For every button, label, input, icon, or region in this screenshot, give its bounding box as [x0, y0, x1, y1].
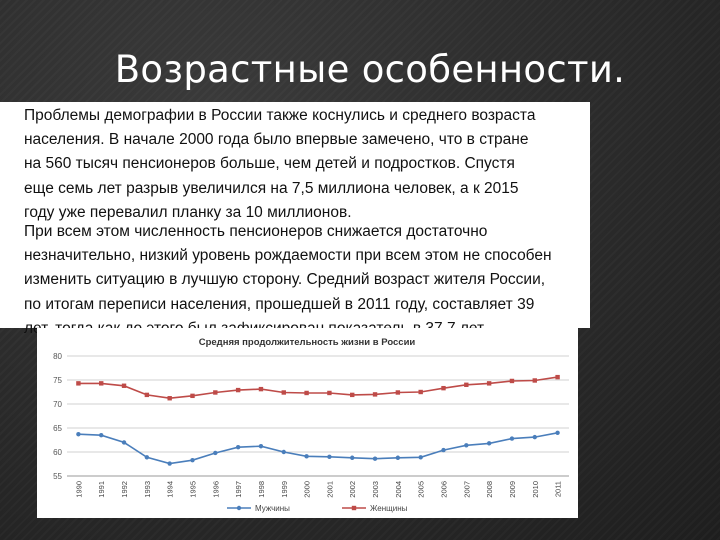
y-tick-label: 60 — [53, 448, 62, 457]
data-point — [350, 392, 355, 398]
data-point — [327, 390, 332, 396]
data-point — [304, 390, 309, 396]
chart-series — [76, 374, 560, 466]
y-tick-label: 55 — [53, 472, 62, 481]
x-tick-label: 1993 — [143, 481, 152, 498]
paragraph-2: При всем этом численность пенсионеров сн… — [24, 223, 552, 337]
data-point — [76, 432, 81, 437]
data-point — [167, 396, 172, 401]
data-point — [395, 455, 401, 460]
slide-title: Возрастные особенности. — [114, 48, 626, 91]
data-point — [235, 387, 241, 393]
data-point — [144, 392, 150, 398]
data-point — [509, 378, 515, 384]
data-point — [350, 455, 355, 460]
data-point — [99, 381, 104, 386]
chart-title: Средняя продолжительность жизни в России — [199, 337, 416, 348]
x-tick-label: 1992 — [120, 481, 129, 498]
x-tick-label: 2005 — [417, 481, 426, 498]
legend-label: Женщины — [370, 504, 408, 513]
data-point — [441, 447, 446, 453]
data-point — [144, 455, 150, 460]
y-tick-label: 70 — [53, 400, 62, 409]
data-point — [464, 443, 469, 448]
y-tick-label: 80 — [53, 352, 62, 361]
x-tick-label: 2006 — [440, 481, 449, 498]
x-tick-label: 2000 — [303, 481, 312, 498]
x-tick-label: 2011 — [554, 481, 563, 497]
data-point — [190, 457, 195, 463]
data-point — [486, 381, 492, 386]
x-tick-label: 1995 — [189, 481, 198, 498]
data-point — [121, 383, 127, 388]
data-point — [418, 389, 423, 395]
data-point — [167, 461, 172, 466]
x-tick-label: 2002 — [348, 481, 357, 498]
data-point — [99, 433, 104, 438]
data-point — [509, 436, 515, 441]
data-point — [76, 381, 81, 386]
legend-marker — [351, 505, 357, 511]
data-point — [486, 441, 492, 446]
data-point — [395, 390, 401, 395]
x-tick-label: 1997 — [234, 481, 243, 498]
series-line — [78, 376, 558, 400]
legend-label: Мужчины — [255, 504, 290, 513]
data-point — [372, 456, 378, 461]
x-tick-label: 1998 — [257, 481, 266, 498]
data-point — [304, 454, 309, 459]
data-point — [532, 378, 537, 383]
data-point — [281, 390, 286, 395]
data-point — [190, 393, 195, 399]
x-tick-label: 2004 — [394, 481, 403, 498]
x-tick-label: 1996 — [211, 481, 220, 498]
y-tick-label: 75 — [53, 376, 62, 385]
text-panel — [0, 102, 590, 328]
data-point — [555, 374, 560, 380]
data-point — [532, 434, 537, 440]
y-tick-label: 65 — [53, 424, 62, 433]
data-point — [418, 455, 423, 460]
chart-gridlines — [67, 355, 569, 477]
x-tick-label: 2008 — [485, 481, 494, 498]
x-tick-label: 2001 — [325, 481, 334, 498]
data-point — [327, 454, 332, 459]
x-axis: 1990 1991 1992 1993 1994 1995 1996 1997 1998 1999… — [67, 475, 569, 498]
x-tick-label: 2007 — [462, 481, 471, 498]
data-point — [441, 385, 446, 391]
x-tick-label: 1999 — [280, 481, 289, 498]
x-tick-label: 1990 — [74, 481, 83, 498]
series-line — [78, 432, 558, 465]
paragraph-1: Проблемы демографии в России также косну… — [24, 107, 536, 221]
life-expectancy-chart: Средняя продолжительность жизни в России… — [53, 337, 569, 513]
chart-legend: Мужчины Женщины — [227, 504, 408, 513]
data-point — [464, 382, 469, 387]
data-point — [258, 444, 264, 449]
x-tick-label: 2009 — [508, 481, 517, 498]
data-point — [372, 392, 378, 397]
y-axis: 80 75 70 65 60 55 — [53, 352, 62, 481]
legend-marker — [236, 505, 242, 511]
x-tick-label: 2003 — [371, 481, 380, 498]
x-tick-label: 2010 — [531, 481, 540, 498]
data-point — [555, 430, 560, 435]
data-point — [213, 390, 218, 395]
data-point — [281, 449, 286, 455]
data-point — [121, 440, 127, 445]
x-tick-label: 1994 — [166, 481, 175, 498]
x-tick-label: 1991 — [97, 481, 106, 498]
data-point — [258, 386, 264, 392]
chart-panel: Средняя продолжительность жизни в России… — [37, 328, 578, 518]
data-point — [213, 450, 218, 456]
data-point — [235, 445, 241, 450]
